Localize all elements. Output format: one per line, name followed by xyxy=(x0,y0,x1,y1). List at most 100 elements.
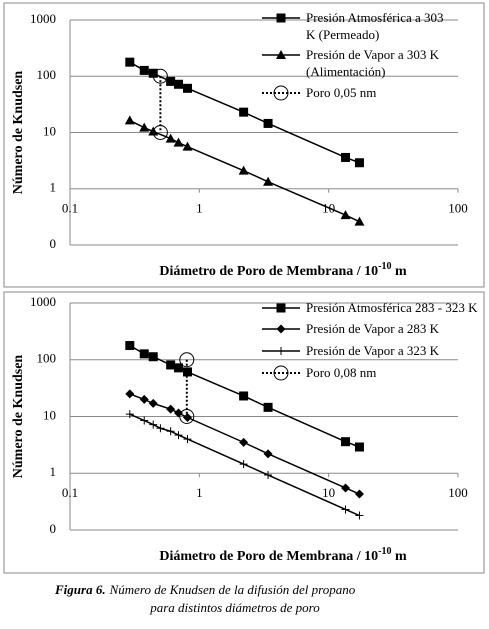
series-line xyxy=(129,393,360,495)
legend-marker xyxy=(276,13,286,23)
data-point xyxy=(166,427,175,436)
legend-marker xyxy=(277,347,285,355)
legend-entry: Presión de Vapor a 323 K xyxy=(306,343,439,358)
data-point xyxy=(341,483,351,493)
data-point xyxy=(139,65,149,75)
data-point xyxy=(263,118,273,128)
data-point xyxy=(341,437,351,447)
caption: Figura 6. Número de Knudsen de la difusió… xyxy=(54,582,356,597)
data-point xyxy=(152,125,168,140)
legend-marker xyxy=(273,365,289,381)
x-axis-title: Diámetro de Poro de Membrana / 10-10 m xyxy=(159,546,407,564)
x-axis-title-unit: m xyxy=(391,264,407,279)
data-point xyxy=(263,176,274,186)
data-point xyxy=(173,137,184,147)
legend-entry: Poro 0,05 nm xyxy=(306,85,377,100)
data-point xyxy=(166,76,176,86)
data-point xyxy=(355,511,364,520)
data-point xyxy=(354,216,365,226)
data-point xyxy=(173,363,183,373)
caption-text: para distintos diámetros de poro xyxy=(149,600,320,615)
data-point xyxy=(182,83,192,93)
data-point xyxy=(263,402,273,412)
y-tick-label: 1000 xyxy=(30,294,56,309)
data-point xyxy=(263,449,273,459)
y-tick-label: 1 xyxy=(50,464,57,479)
data-point xyxy=(166,404,176,414)
legend-entry: Poro 0,08 nm xyxy=(306,365,377,380)
data-point xyxy=(174,431,183,440)
legend-label: Presión Atmosférica 283 - 323 K xyxy=(306,300,478,315)
legend-label: Presión de Vapor a 303 K (Alimentación) xyxy=(306,47,439,79)
data-point xyxy=(354,489,364,499)
data-point xyxy=(156,424,165,433)
x-axis-title-text: Diámetro de Poro de Membrana / 10 xyxy=(159,549,378,564)
data-point xyxy=(124,115,135,125)
legend-entry: Presión Atmosférica 283 - 323 K xyxy=(306,300,478,315)
legend-label: Presión de Vapor a 323 K xyxy=(306,343,439,358)
legend-label: Presión Atmosférica a 303 K (Permeado) xyxy=(306,10,444,42)
data-point xyxy=(125,341,135,351)
data-point xyxy=(341,152,351,162)
y-tick-label: 10 xyxy=(43,123,56,138)
data-point xyxy=(149,420,158,429)
data-point xyxy=(125,57,135,67)
x-tick-label: 0.1 xyxy=(62,485,78,500)
data-point xyxy=(354,158,364,168)
legend-label: Poro 0,05 nm xyxy=(306,85,377,100)
x-tick-label: 10 xyxy=(322,485,335,500)
y-tick-label: 0 xyxy=(50,236,57,251)
data-point xyxy=(182,141,193,151)
x-tick-label: 100 xyxy=(448,201,468,216)
legend-entry: Presión de Vapor a 283 K xyxy=(306,321,439,336)
x-axis-title-text: Diámetro de Poro de Membrana / 10 xyxy=(159,264,378,279)
x-axis-title-sup: -10 xyxy=(378,546,391,557)
y-tick-label: 1 xyxy=(50,180,57,195)
data-point xyxy=(139,122,150,132)
legend-marker xyxy=(276,50,286,59)
legend-marker xyxy=(276,303,286,313)
legend-label: Poro 0,08 nm xyxy=(306,365,377,380)
data-point xyxy=(340,210,351,220)
y-tick-label: 100 xyxy=(37,351,57,366)
data-point xyxy=(152,68,168,84)
data-point xyxy=(341,505,350,514)
data-point xyxy=(179,409,195,424)
data-point xyxy=(264,471,273,480)
caption-text: Número de Knudsen de la difusión del pro… xyxy=(109,582,356,597)
data-point xyxy=(239,107,249,117)
data-point xyxy=(140,416,149,425)
x-tick-label: 100 xyxy=(448,485,468,500)
data-point xyxy=(239,460,248,469)
data-point xyxy=(148,68,158,78)
legend-marker xyxy=(276,324,286,334)
data-point xyxy=(239,437,249,447)
x-tick-label: 1 xyxy=(196,201,203,216)
data-point xyxy=(139,349,149,359)
y-axis-title: Número de Knudsen xyxy=(11,355,26,479)
data-point xyxy=(182,413,192,423)
x-tick-label: 1 xyxy=(196,485,203,500)
legend-entry: Presión Atmosférica a 303 K (Permeado) xyxy=(306,10,444,42)
data-point xyxy=(183,435,192,444)
y-tick-label: 0 xyxy=(50,521,57,536)
data-point xyxy=(239,391,249,401)
y-axis-title: Número de Knudsen xyxy=(11,71,26,195)
data-point xyxy=(125,410,134,419)
legend-label: Presión de Vapor a 283 K xyxy=(306,321,439,336)
data-point xyxy=(179,352,195,368)
chart-frame xyxy=(3,2,485,288)
y-tick-label: 1000 xyxy=(30,11,56,26)
x-axis-title-unit: m xyxy=(391,549,407,564)
x-axis-title-sup: -10 xyxy=(378,261,391,272)
data-point xyxy=(238,165,249,175)
data-point xyxy=(125,389,135,399)
series-line xyxy=(129,413,360,517)
data-point xyxy=(166,360,176,370)
x-tick-label: 0.1 xyxy=(62,201,78,216)
y-tick-label: 10 xyxy=(43,407,56,422)
data-point xyxy=(354,442,364,452)
data-point xyxy=(148,398,158,408)
series-line xyxy=(129,119,360,223)
